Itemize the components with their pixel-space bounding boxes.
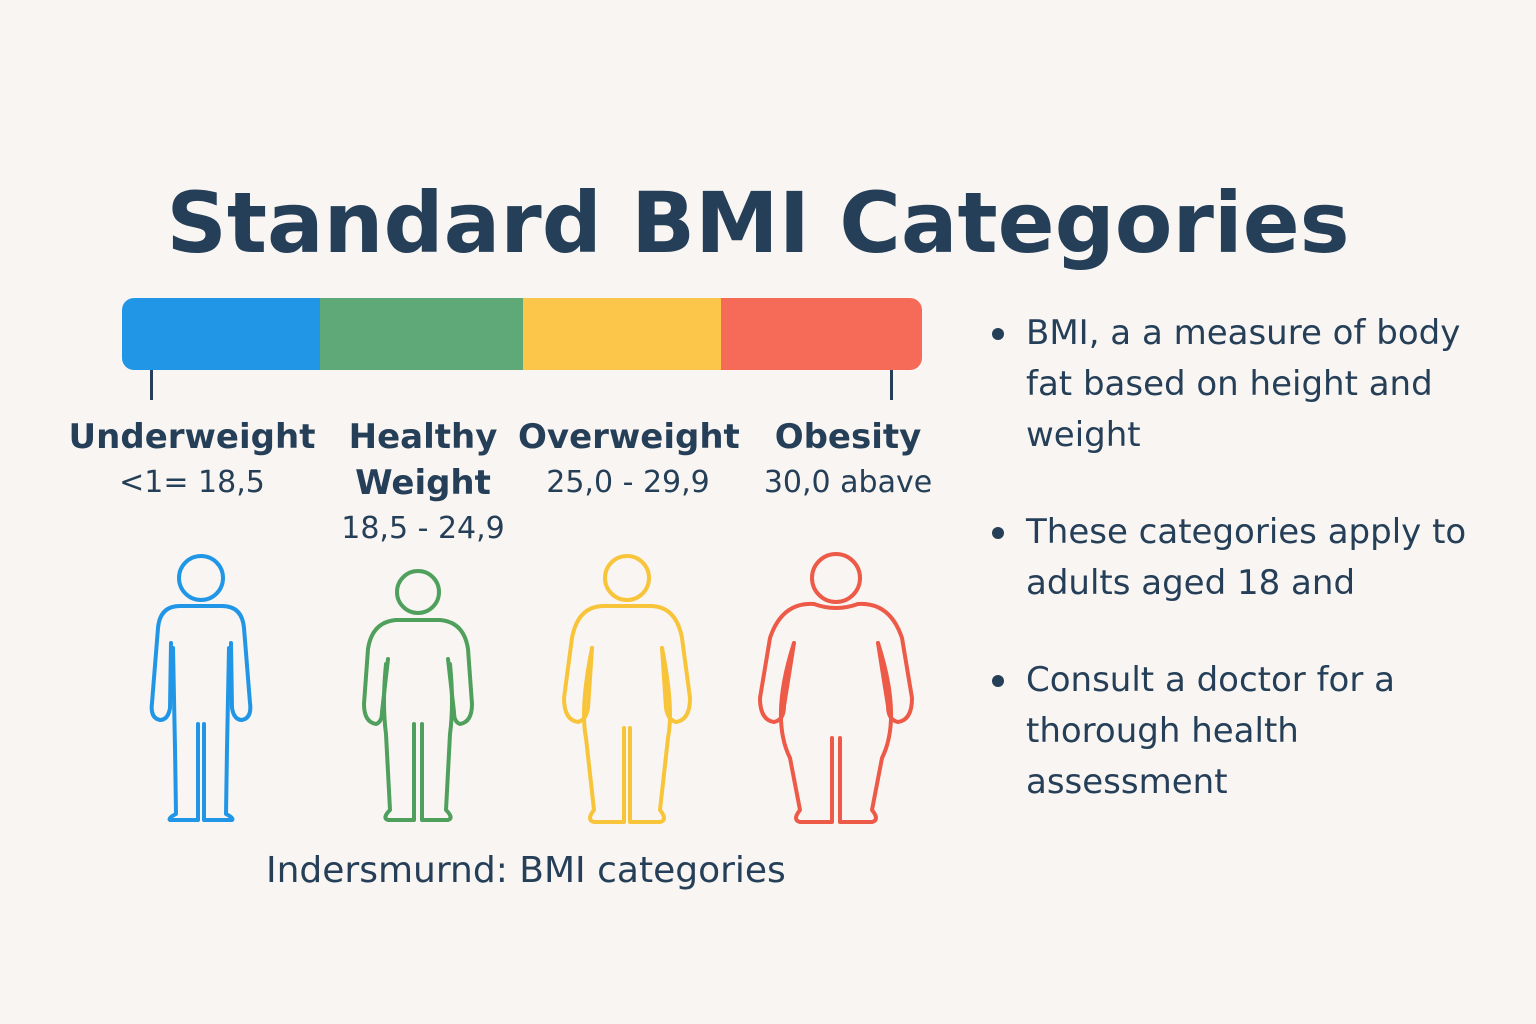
bullet-icon	[992, 675, 1004, 687]
category-overweight: Overweight 25,0 - 29,9	[518, 414, 740, 506]
scale-segment-healthy	[320, 298, 523, 370]
category-underweight: Underweight <1= 18,5	[62, 414, 322, 506]
list-item: These categories apply to adults aged 18…	[988, 507, 1508, 609]
figure-caption: Indersmurnd: BMI categories	[266, 850, 786, 891]
notes-list: BMI, a a measure of body fat based on he…	[988, 308, 1508, 854]
note-text: Consult a doctor for a thorough health a…	[1026, 660, 1395, 802]
category-obesity: Obesity 30,0 abave	[748, 414, 948, 506]
bullet-icon	[992, 527, 1004, 539]
category-name: Underweight	[68, 417, 316, 457]
scale-segment-obesity	[721, 298, 922, 370]
category-range: 18,5 - 24,9	[341, 511, 505, 546]
person-underweight-icon	[149, 554, 253, 822]
category-name: Overweight	[518, 417, 740, 457]
person-overweight-icon	[562, 554, 692, 824]
scale-tick-left	[150, 370, 153, 400]
bullet-icon	[992, 328, 1004, 340]
note-text: BMI, a a measure of body fat based on he…	[1026, 313, 1461, 455]
category-name: Healthy Weight	[348, 417, 498, 503]
scale-segment-underweight	[122, 298, 320, 370]
page-title: Standard BMI Categories	[166, 174, 1350, 273]
note-text: These categories apply to adults aged 18…	[1026, 512, 1467, 603]
bmi-scale-bar	[122, 298, 922, 370]
person-healthy-icon	[362, 569, 474, 822]
list-item: Consult a doctor for a thorough health a…	[988, 655, 1508, 808]
list-item: BMI, a a measure of body fat based on he…	[988, 308, 1508, 461]
category-range: 25,0 - 29,9	[546, 465, 710, 500]
category-range: <1= 18,5	[119, 465, 265, 500]
person-obese-icon	[758, 552, 914, 824]
category-range: 30,0 abave	[763, 465, 933, 500]
category-healthy: Healthy Weight 18,5 - 24,9	[318, 414, 528, 552]
category-name: Obesity	[774, 417, 922, 457]
scale-segment-overweight	[523, 298, 721, 370]
scale-tick-right	[890, 370, 893, 400]
